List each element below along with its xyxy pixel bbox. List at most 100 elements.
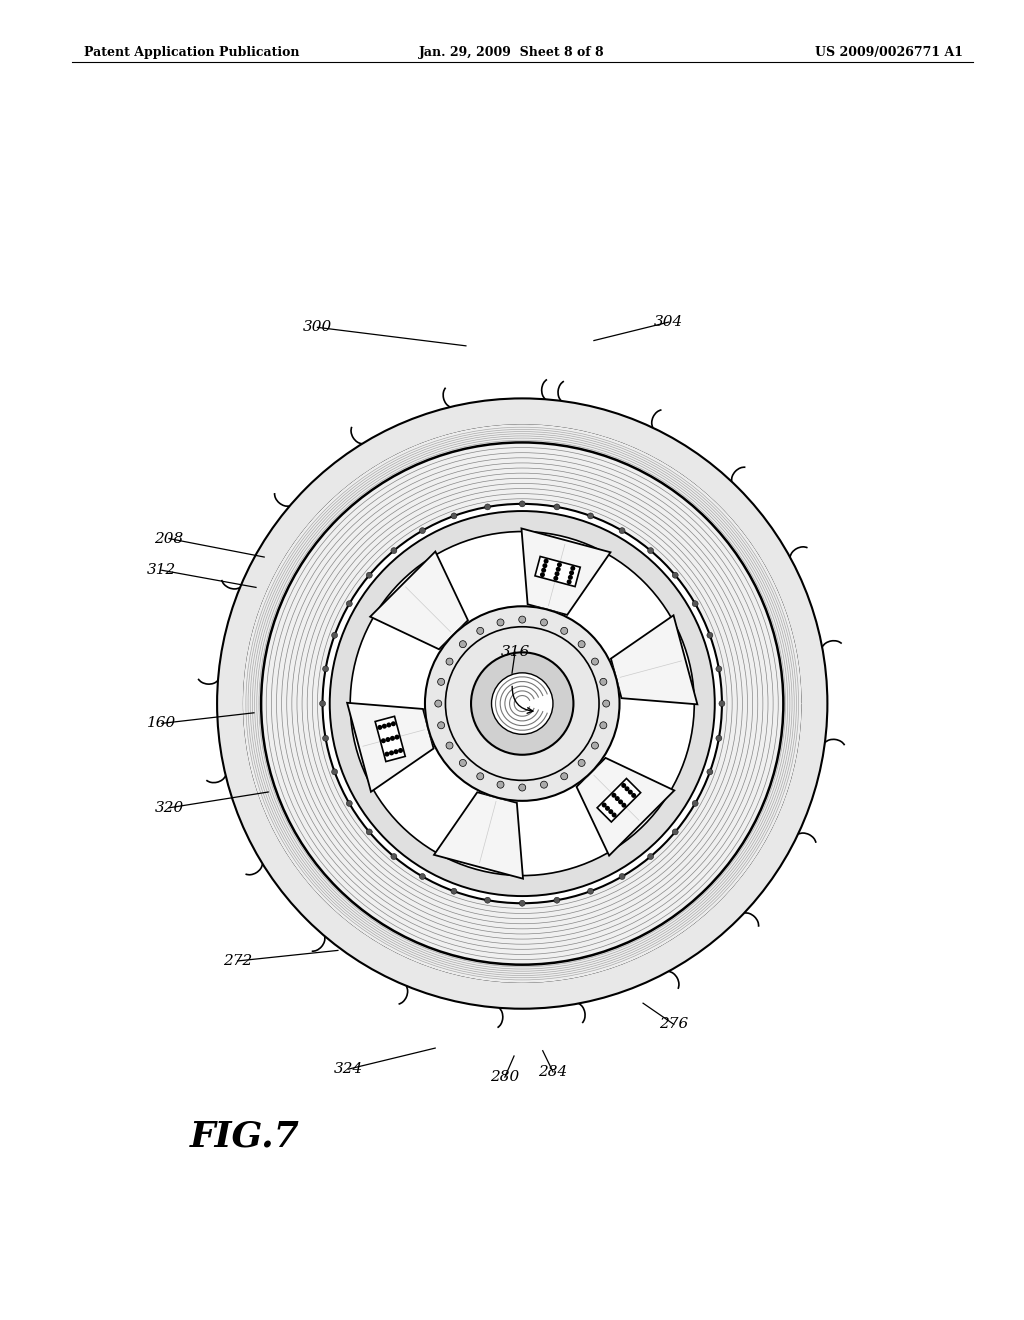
Circle shape [570,566,575,570]
Circle shape [579,759,585,767]
Circle shape [561,627,567,635]
Circle shape [389,750,394,755]
Circle shape [471,652,573,755]
Circle shape [561,772,567,780]
Circle shape [692,601,698,607]
Circle shape [451,888,457,894]
Circle shape [707,768,713,775]
Text: Patent Application Publication: Patent Application Publication [84,46,299,59]
Circle shape [319,701,326,706]
Circle shape [554,898,560,903]
Polygon shape [347,702,433,792]
Circle shape [622,803,627,808]
Circle shape [477,627,483,635]
Circle shape [555,572,559,577]
Circle shape [716,665,722,672]
Text: 160: 160 [147,717,176,730]
Circle shape [391,548,397,553]
Circle shape [323,735,329,742]
Text: 324: 324 [334,1063,362,1076]
Circle shape [460,759,466,767]
Circle shape [519,784,525,791]
Polygon shape [597,779,641,822]
Polygon shape [330,511,715,896]
Circle shape [420,528,425,533]
Circle shape [569,570,574,576]
Circle shape [367,572,373,578]
Circle shape [672,572,678,578]
Circle shape [323,665,329,672]
Circle shape [497,781,504,788]
Circle shape [332,768,338,775]
Polygon shape [375,717,406,762]
Polygon shape [244,425,801,982]
Circle shape [544,558,549,564]
Circle shape [554,504,560,510]
Circle shape [566,579,571,585]
Circle shape [420,874,425,879]
Polygon shape [611,615,697,705]
Circle shape [391,721,396,726]
Circle shape [541,619,548,626]
Polygon shape [535,557,581,586]
Circle shape [568,574,572,579]
Circle shape [625,787,630,791]
Circle shape [435,700,441,708]
Circle shape [437,678,444,685]
Circle shape [540,573,545,577]
Circle shape [541,568,546,573]
Polygon shape [577,758,674,855]
Circle shape [391,854,397,859]
Circle shape [647,854,653,859]
Circle shape [437,722,444,729]
Circle shape [579,640,585,648]
Circle shape [719,701,725,706]
Circle shape [346,800,352,807]
Circle shape [386,722,391,727]
Text: 320: 320 [155,801,183,814]
Circle shape [618,800,623,804]
Circle shape [382,723,387,729]
Circle shape [519,616,525,623]
Circle shape [600,722,607,729]
Text: 280: 280 [490,1071,519,1084]
Text: Jan. 29, 2009  Sheet 8 of 8: Jan. 29, 2009 Sheet 8 of 8 [419,46,605,59]
Circle shape [346,601,352,607]
Circle shape [672,829,678,836]
Circle shape [631,793,636,797]
Circle shape [603,700,609,708]
Circle shape [592,659,598,665]
Circle shape [622,783,627,788]
Circle shape [600,678,607,685]
Circle shape [692,800,698,807]
Circle shape [716,735,722,742]
Circle shape [611,813,616,817]
Circle shape [519,900,525,907]
Text: 276: 276 [659,1018,688,1031]
Text: 300: 300 [303,321,332,334]
Circle shape [611,793,616,797]
Polygon shape [261,442,783,965]
Circle shape [460,640,466,648]
Text: 304: 304 [654,315,683,329]
Circle shape [557,562,562,568]
Circle shape [394,735,399,739]
Circle shape [541,781,548,788]
Circle shape [446,742,453,748]
Polygon shape [217,399,827,1008]
Circle shape [588,513,594,519]
Circle shape [497,619,504,626]
Circle shape [519,500,525,507]
Circle shape [367,829,373,836]
Text: 272: 272 [223,954,252,968]
Circle shape [628,789,633,795]
Circle shape [398,748,403,752]
Polygon shape [371,552,468,649]
Circle shape [384,751,389,756]
Polygon shape [521,528,610,615]
Text: US 2009/0026771 A1: US 2009/0026771 A1 [814,46,963,59]
Circle shape [602,803,606,808]
Circle shape [647,548,653,553]
Circle shape [381,738,386,743]
Circle shape [393,750,398,754]
